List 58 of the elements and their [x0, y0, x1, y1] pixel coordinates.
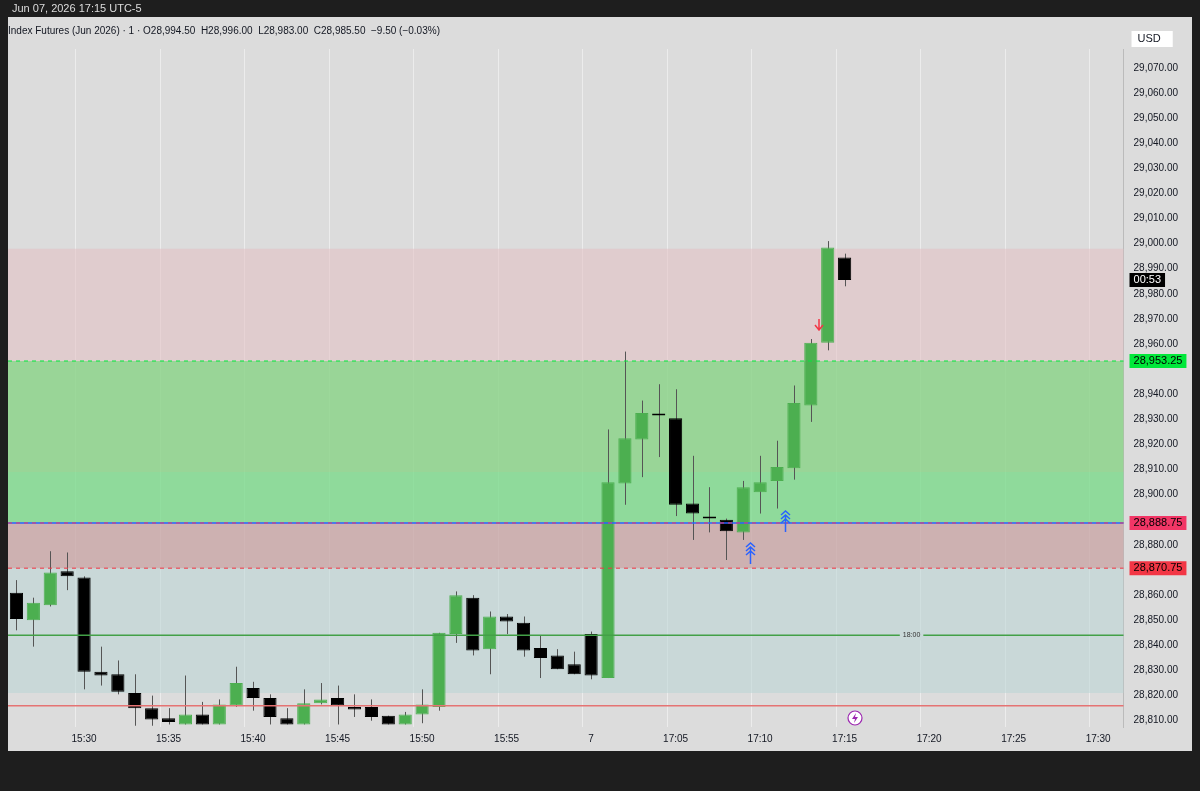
x-tick-label: 17:30 [1085, 732, 1112, 744]
y-axis-title: USD [1137, 32, 1161, 45]
y-tick-label: 28,930.00 [1133, 413, 1179, 425]
chart-title: Index Futures (Jun 2026) · 1 · O28,994.50 H28,996.00 L28,983.00 C28,985.50 −9.50 (−0.03%) [8, 24, 440, 36]
candlestick [145, 695, 159, 727]
y-tick-label: 28,900.00 [1133, 488, 1179, 500]
candlestick [229, 666, 243, 708]
y-tick-label: 28,860.00 [1133, 588, 1179, 600]
candlestick [212, 698, 226, 725]
x-tick-label: 17:05 [663, 732, 689, 744]
y-tick-label: 28,820.00 [1133, 689, 1179, 701]
y-tick-label: 29,000.00 [1133, 237, 1179, 249]
y-tick-label: 28,920.00 [1133, 438, 1179, 450]
y-tick-label: 29,040.00 [1133, 136, 1179, 148]
y-tick-label: 28,810.00 [1133, 714, 1179, 726]
y-tick-label: 28,970.00 [1133, 312, 1179, 324]
y-tick-label: 29,020.00 [1133, 187, 1179, 199]
y-tick-label: 28,940.00 [1133, 388, 1179, 400]
y-tick-label: 28,960.00 [1133, 337, 1179, 349]
candlestick [178, 675, 193, 725]
candlestick [685, 455, 700, 541]
text: 00:53 [1133, 273, 1162, 286]
x-tick-label: 15:45 [325, 732, 351, 744]
x-tick-label: 15:55 [494, 732, 520, 744]
x-tick-label: 15:30 [71, 732, 97, 744]
x-tick-label: 15:40 [240, 732, 267, 744]
ref-line-label: 28,870.75 [1133, 561, 1183, 574]
x-tick-label: 15:50 [409, 732, 436, 744]
candlestick [500, 613, 514, 635]
x-tick-label: 17:15 [832, 732, 858, 744]
candlestick [94, 646, 108, 687]
y-tick-label: 28,910.00 [1133, 463, 1179, 475]
chart-subtitle: Jun 07, 2026 17:15 UTC-5 [12, 2, 142, 14]
ref-line-label: 28,953.25 [1133, 354, 1183, 367]
candlestick [330, 685, 345, 725]
candlestick [770, 440, 784, 510]
y-tick-label: 28,880.00 [1133, 538, 1179, 550]
candlestick [753, 455, 767, 515]
y-tick-label: 28,840.00 [1133, 639, 1179, 651]
candlestick [60, 551, 74, 591]
x-tick-label: 17:25 [1001, 732, 1027, 744]
y-tick-label: 29,060.00 [1133, 86, 1179, 98]
y-tick-label: 28,850.00 [1133, 614, 1179, 626]
x-tick-label: 17:20 [916, 732, 943, 744]
y-tick-label: 29,070.00 [1133, 61, 1179, 73]
y-tick-label: 29,050.00 [1133, 111, 1179, 123]
y-tick-label: 29,010.00 [1133, 212, 1179, 224]
y-tick-label: 28,830.00 [1133, 664, 1179, 676]
candlestick [314, 682, 328, 705]
ref-line-label: 28,888.75 [1133, 516, 1183, 528]
y-tick-label: 28,980.00 [1133, 287, 1179, 299]
x-tick-label: 15:35 [156, 732, 182, 744]
x-tick-label: 17:10 [747, 732, 774, 744]
y-tick-label: 28,990.00 [1133, 262, 1179, 274]
x-tick-label: 7 [588, 732, 595, 744]
candlestick [838, 253, 852, 287]
y-tick-label: 29,030.00 [1133, 162, 1179, 174]
candlestick [297, 688, 311, 725]
